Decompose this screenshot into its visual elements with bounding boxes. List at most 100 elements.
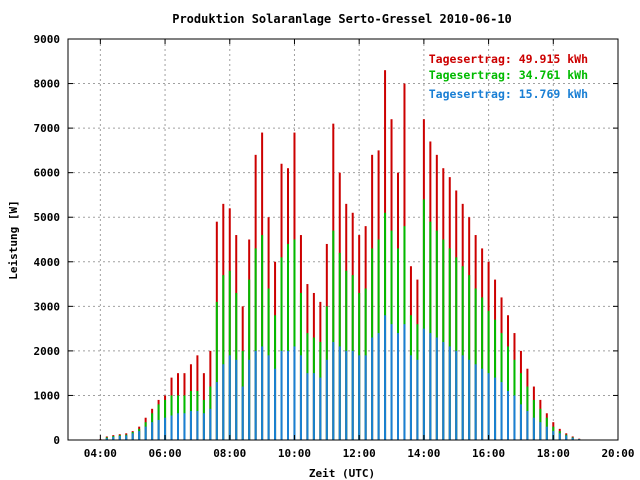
bar <box>435 230 438 440</box>
bar <box>274 368 277 440</box>
bar <box>254 248 257 440</box>
bar <box>164 417 167 440</box>
y-tick-label: 1000 <box>34 389 61 402</box>
bar <box>507 390 509 440</box>
bar <box>409 355 412 440</box>
bar <box>403 324 406 440</box>
bar <box>248 359 251 440</box>
bar <box>481 368 484 440</box>
bar <box>442 341 445 440</box>
bar <box>287 243 289 440</box>
y-tick-label: 7000 <box>34 122 61 135</box>
bar <box>105 438 108 440</box>
bar <box>474 364 477 440</box>
x-tick-label: 20:00 <box>601 447 634 460</box>
legend-entry-2: Tagesertrag: 34.761 kWh <box>429 68 588 82</box>
bar <box>468 275 471 440</box>
bar <box>202 413 205 440</box>
bar <box>429 333 432 440</box>
bar <box>539 422 542 440</box>
y-tick-label: 3000 <box>34 300 61 313</box>
bar <box>118 435 121 440</box>
bar <box>371 337 374 440</box>
x-tick-label: 08:00 <box>213 447 246 460</box>
bar <box>513 395 516 440</box>
bar <box>384 315 387 440</box>
bar <box>157 419 160 440</box>
bar <box>112 436 115 440</box>
bar <box>306 373 309 440</box>
bar <box>312 373 315 440</box>
bar <box>332 230 335 440</box>
bar <box>500 382 503 440</box>
bar <box>526 411 529 440</box>
bar <box>189 411 192 440</box>
bar <box>338 346 341 440</box>
bar <box>448 248 451 440</box>
bar <box>455 257 458 440</box>
bar <box>455 350 458 440</box>
bar <box>558 433 561 440</box>
legend-entry-1: Tagesertrag: 49.915 kWh <box>429 52 588 66</box>
bar <box>144 426 147 440</box>
bar <box>351 350 354 440</box>
bar <box>519 404 522 440</box>
bar <box>261 235 264 440</box>
bar <box>358 355 361 440</box>
bar <box>131 433 134 440</box>
bar <box>435 337 438 440</box>
bar <box>287 350 289 440</box>
bar <box>170 415 173 440</box>
bar <box>448 346 451 440</box>
bar <box>545 426 548 440</box>
bars <box>99 70 587 441</box>
bar <box>215 382 218 440</box>
bar <box>487 373 490 440</box>
bar <box>209 408 212 440</box>
bar <box>390 324 393 440</box>
y-tick-label: 9000 <box>34 33 61 46</box>
bar <box>235 359 238 440</box>
bar <box>280 350 283 440</box>
bar <box>345 350 348 440</box>
bar <box>228 355 231 440</box>
y-tick-label: 0 <box>53 434 60 447</box>
bar <box>422 199 425 440</box>
bar <box>293 239 296 440</box>
bar <box>397 333 399 440</box>
y-tick-label: 2000 <box>34 345 61 358</box>
chart-title: Produktion Solaranlage Serto-Gressel 201… <box>172 12 512 26</box>
bar <box>461 266 464 440</box>
bar <box>565 435 568 440</box>
y-tick-label: 6000 <box>34 167 61 180</box>
bar <box>138 431 141 440</box>
bar <box>422 328 425 440</box>
bar <box>254 350 257 440</box>
x-tick-label: 06:00 <box>148 447 181 460</box>
bar <box>280 257 283 440</box>
bar <box>299 355 302 440</box>
bar <box>494 377 497 440</box>
bar <box>177 413 179 440</box>
ticks: 0 1000 2000 3000 4000 5000 6000 7000 8000 9000 04:… <box>34 33 635 460</box>
bar <box>416 359 419 440</box>
bar <box>364 355 367 440</box>
bar <box>571 437 574 440</box>
legend-entry-3: Tagesertrag: 15.769 kWh <box>429 87 588 101</box>
plot-frame <box>67 38 619 441</box>
bar <box>332 341 335 440</box>
bar <box>125 435 128 440</box>
bar <box>429 221 432 440</box>
x-tick-label: 14:00 <box>407 447 440 460</box>
bar <box>442 239 445 440</box>
x-axis-label: Zeit (UTC) <box>309 467 375 480</box>
bar <box>222 364 225 440</box>
bar <box>468 359 471 440</box>
bar <box>151 422 154 440</box>
bar <box>222 275 225 440</box>
x-tick-label: 12:00 <box>343 447 376 460</box>
bar <box>377 333 380 440</box>
x-tick-label: 10:00 <box>278 447 311 460</box>
bar <box>461 355 464 440</box>
